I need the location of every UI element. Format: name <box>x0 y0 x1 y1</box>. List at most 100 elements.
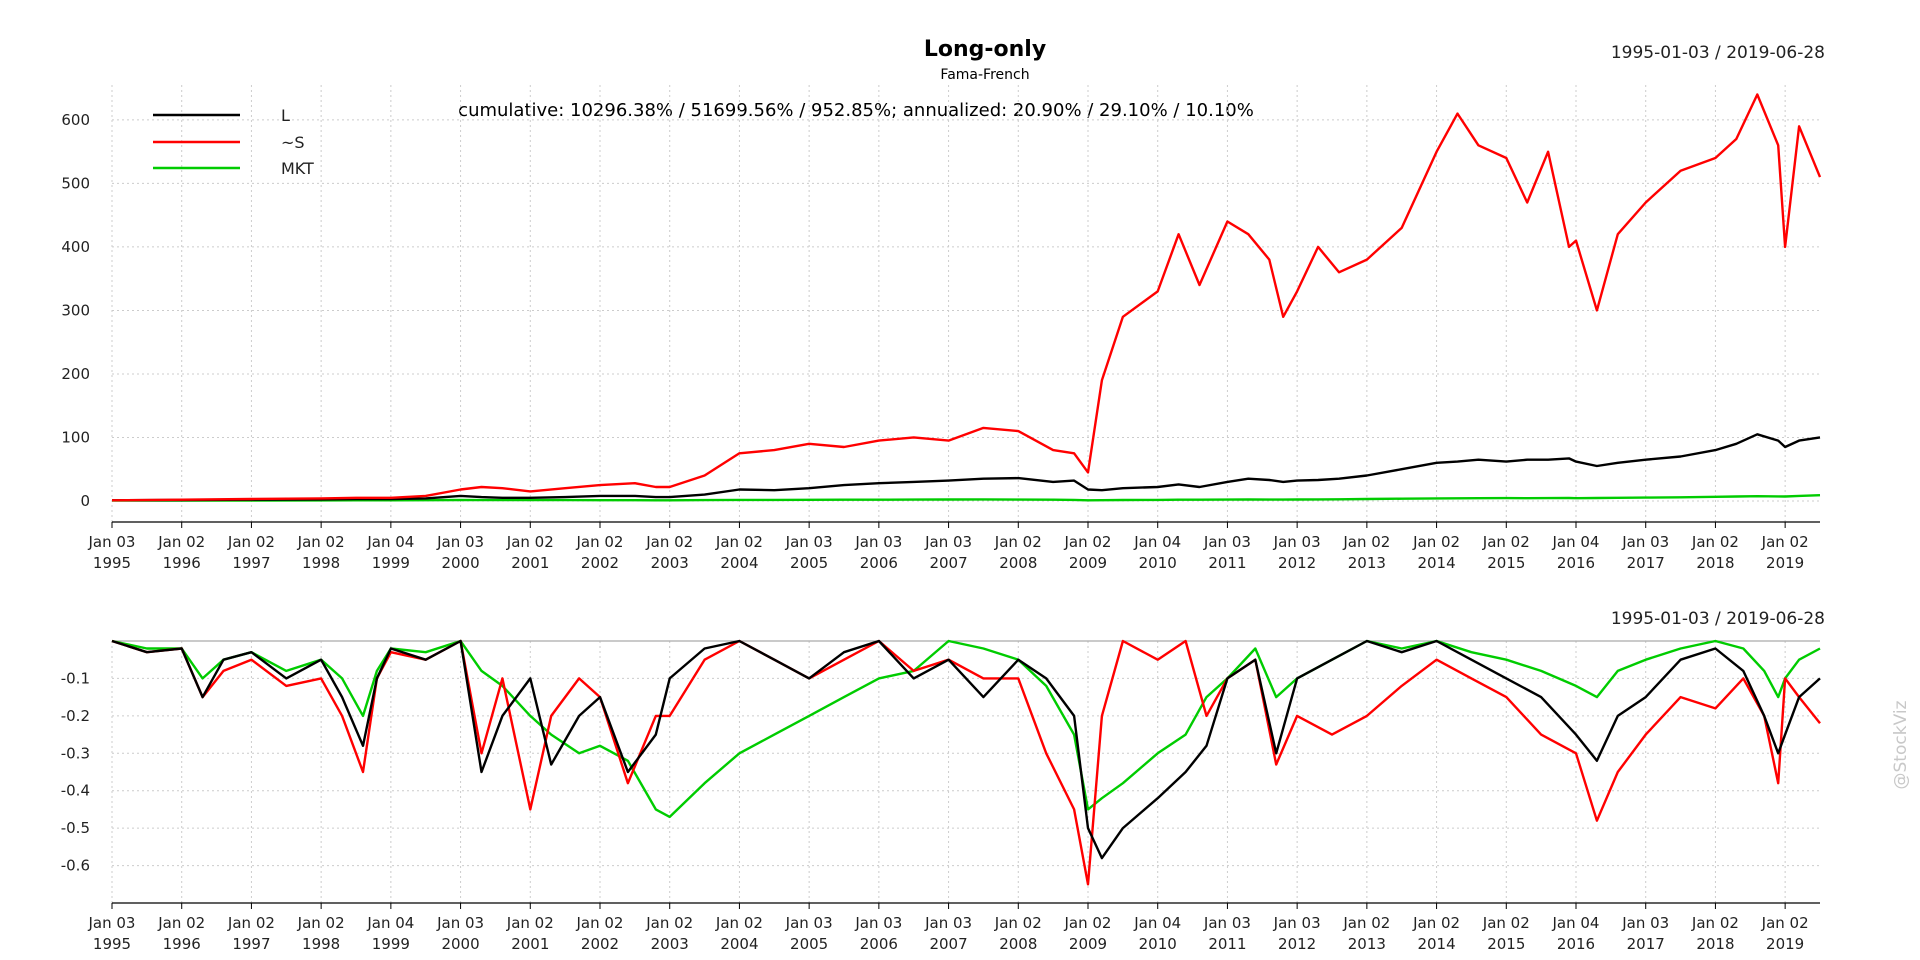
y-tick-label: 300 <box>61 301 90 319</box>
x-tick-year: 1997 <box>232 554 270 572</box>
x-tick-year: 2015 <box>1487 935 1525 953</box>
x-tick-label: Jan 03 <box>436 914 484 932</box>
x-tick-year: 2017 <box>1627 554 1665 572</box>
x-tick-year: 2016 <box>1557 935 1595 953</box>
x-tick-label: Jan 02 <box>506 914 554 932</box>
x-tick-year: 2006 <box>860 554 898 572</box>
bottom-grid <box>111 640 1820 903</box>
x-tick-year: 2000 <box>441 935 479 953</box>
top-grid <box>111 85 1820 522</box>
legend-label-s: ~S <box>281 133 305 152</box>
x-tick-label: Jan 03 <box>1621 533 1669 551</box>
x-tick-year: 2012 <box>1278 554 1316 572</box>
x-tick-label: Jan 02 <box>1064 914 1112 932</box>
x-tick-label: Jan 04 <box>1133 914 1181 932</box>
x-tick-year: 2018 <box>1696 554 1734 572</box>
x-tick-label: Jan 02 <box>227 914 275 932</box>
x-tick-year: 2010 <box>1139 935 1177 953</box>
x-tick-year: 2019 <box>1766 935 1804 953</box>
x-tick-year: 1999 <box>372 554 410 572</box>
watermark-text: @StockViz <box>1891 700 1911 789</box>
legend-item-s: ~S <box>153 133 305 152</box>
x-tick-year: 2009 <box>1069 554 1107 572</box>
x-tick-year: 2010 <box>1139 554 1177 572</box>
x-tick-year: 2016 <box>1557 554 1595 572</box>
legend-item-l: L <box>153 106 290 125</box>
y-tick-label: 100 <box>61 428 90 446</box>
x-tick-label: Jan 02 <box>576 914 624 932</box>
bottom-y-axis: -0.1 -0.2 -0.3 -0.4 -0.5 -0.6 <box>61 669 90 874</box>
x-tick-year: 2009 <box>1069 935 1107 953</box>
x-tick-label: Jan 03 <box>924 914 972 932</box>
x-tick-label: Jan 04 <box>1552 533 1600 551</box>
x-tick-label: Jan 02 <box>1064 533 1112 551</box>
top-series <box>111 93 1822 502</box>
x-tick-year: 2005 <box>790 935 828 953</box>
x-tick-year: 2001 <box>511 935 549 953</box>
x-tick-year: 2007 <box>929 935 967 953</box>
x-tick-year: 2012 <box>1278 935 1316 953</box>
performance-annotation: cumulative: 10296.38% / 51699.56% / 952.… <box>458 100 1254 121</box>
x-tick-year: 1998 <box>302 935 340 953</box>
x-tick-label: Jan 03 <box>785 914 833 932</box>
y-tick-label: -0.5 <box>61 819 90 837</box>
x-tick-year: 2003 <box>651 554 689 572</box>
x-tick-year: 1996 <box>163 935 201 953</box>
x-tick-label: Jan 03 <box>1273 533 1321 551</box>
x-tick-year: 1995 <box>93 935 131 953</box>
series-line-mkt <box>112 494 1821 502</box>
x-tick-label: Jan 04 <box>366 533 414 551</box>
y-tick-label: 0 <box>80 492 90 510</box>
series-line-l <box>111 639 1821 860</box>
x-tick-label: Jan 02 <box>1691 533 1739 551</box>
top-x-axis: Jan 03 1995 Jan 02 1996 Jan 02 1997 Jan 02 1998… <box>88 521 1820 572</box>
x-tick-label: Jan 02 <box>297 533 345 551</box>
x-tick-label: Jan 02 <box>227 533 275 551</box>
x-tick-year: 2013 <box>1348 935 1386 953</box>
x-tick-label: Jan 02 <box>506 533 554 551</box>
x-tick-year: 2008 <box>999 935 1037 953</box>
y-tick-label: -0.4 <box>61 782 90 800</box>
x-tick-label: Jan 02 <box>1761 914 1809 932</box>
bottom-x-axis: Jan 03 1995 Jan 02 1996 Jan 02 1997 Jan 02 1998… <box>88 902 1820 953</box>
x-tick-label: Jan 02 <box>1412 914 1460 932</box>
x-tick-year: 2014 <box>1417 935 1455 953</box>
x-tick-label: Jan 02 <box>994 533 1042 551</box>
x-tick-label: Jan 02 <box>645 914 693 932</box>
x-tick-label: Jan 04 <box>1133 533 1181 551</box>
x-tick-year: 1999 <box>372 935 410 953</box>
y-tick-label: -0.2 <box>61 707 90 725</box>
bottom-series <box>111 639 1821 886</box>
x-tick-label: Jan 03 <box>436 533 484 551</box>
x-tick-label: Jan 02 <box>1342 533 1390 551</box>
x-tick-label: Jan 04 <box>366 914 414 932</box>
top-date-range: 1995-01-03 / 2019-06-28 <box>1611 43 1825 63</box>
x-tick-label: Jan 02 <box>715 914 763 932</box>
x-tick-label: Jan 02 <box>1482 533 1530 551</box>
x-tick-label: Jan 02 <box>994 914 1042 932</box>
y-tick-label: -0.1 <box>61 669 90 687</box>
y-tick-label: 500 <box>61 174 90 192</box>
legend: L ~S MKT <box>153 106 314 178</box>
x-tick-label: Jan 03 <box>924 533 972 551</box>
top-panel: 0 100 200 300 400 500 600 Jan 03 1995 Jan 02 1996… <box>61 85 1822 572</box>
x-tick-label: Jan 02 <box>157 914 205 932</box>
x-tick-label: Jan 03 <box>1621 914 1669 932</box>
x-tick-year: 2006 <box>860 935 898 953</box>
x-tick-year: 2013 <box>1348 554 1386 572</box>
x-tick-label: Jan 03 <box>1203 914 1251 932</box>
x-tick-label: Jan 03 <box>1203 533 1251 551</box>
x-tick-label: Jan 03 <box>88 914 136 932</box>
x-tick-year: 2015 <box>1487 554 1525 572</box>
x-tick-label: Jan 03 <box>854 914 902 932</box>
y-tick-label: 600 <box>61 111 90 129</box>
chart-subtitle: Fama-French <box>940 67 1029 83</box>
x-tick-year: 2011 <box>1208 935 1246 953</box>
x-tick-year: 2018 <box>1696 935 1734 953</box>
x-tick-label: Jan 02 <box>576 533 624 551</box>
legend-item-mkt: MKT <box>153 159 314 178</box>
x-tick-year: 2004 <box>720 554 758 572</box>
legend-label-mkt: MKT <box>281 159 314 178</box>
x-tick-year: 2002 <box>581 554 619 572</box>
